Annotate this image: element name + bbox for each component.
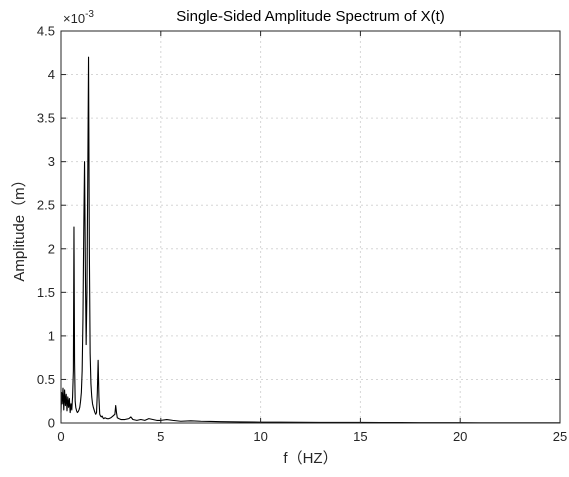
y-tick-label: 2 bbox=[48, 241, 55, 256]
x-tick-label: 5 bbox=[157, 429, 164, 444]
y-tick-label: 1.5 bbox=[37, 285, 55, 300]
chart-title: Single-Sided Amplitude Spectrum of X(t) bbox=[176, 8, 444, 25]
x-tick-label: 10 bbox=[253, 429, 267, 444]
y-tick-label: 1 bbox=[48, 328, 55, 343]
y-tick-label: 0.5 bbox=[37, 372, 55, 387]
tick-layer: 0 5 10 15 20 25 0 0.5 1 1.5 2 2.5 3 3.5 4 4.5 bbox=[37, 24, 567, 445]
y-tick-label: 0 bbox=[48, 416, 55, 431]
spectrum-series-line bbox=[60, 56, 561, 424]
x-tick-label: 0 bbox=[57, 429, 64, 444]
x-tick-label: 15 bbox=[353, 429, 367, 444]
y-tick-label: 4 bbox=[48, 67, 55, 82]
series-layer bbox=[60, 56, 561, 424]
axes-box bbox=[60, 30, 561, 424]
y-axis-label: Amplitude（m） bbox=[11, 172, 28, 281]
x-tick-label: 20 bbox=[453, 429, 467, 444]
y-axis-exponent: ×10-3 bbox=[63, 9, 94, 26]
y-tick-label: 3 bbox=[48, 154, 55, 169]
grid-layer bbox=[61, 31, 560, 423]
y-exponent-power: -3 bbox=[85, 9, 94, 20]
y-tick-label: 2.5 bbox=[37, 198, 55, 213]
x-axis-label: f（HZ） bbox=[283, 450, 337, 467]
y-tick-label: 3.5 bbox=[37, 111, 55, 126]
y-exponent-base: ×10 bbox=[63, 11, 85, 26]
y-tick-label: 4.5 bbox=[37, 24, 55, 39]
x-tick-label: 25 bbox=[553, 429, 567, 444]
